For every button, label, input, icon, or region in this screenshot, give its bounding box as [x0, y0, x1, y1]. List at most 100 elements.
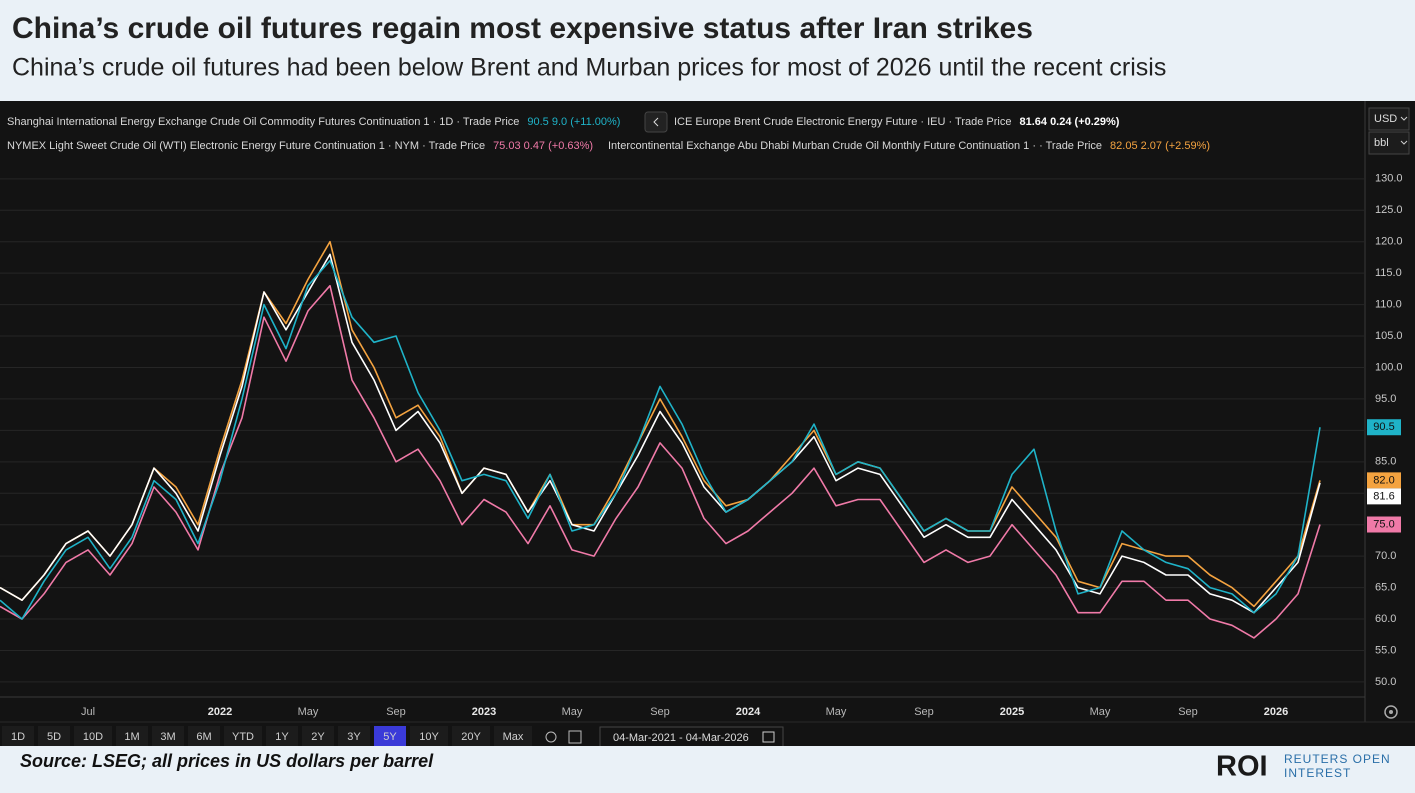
legend-name: NYMEX Light Sweet Crude Oil (WTI) Electr… [7, 140, 485, 152]
range-button [452, 726, 490, 746]
legend-value: 75.03 0.47 (+0.63%) [493, 140, 593, 152]
range-button [152, 726, 184, 746]
y-tick-label: 50.0 [1375, 676, 1396, 688]
price-tag [1367, 488, 1401, 505]
y-tick-label: 100.0 [1375, 361, 1403, 373]
x-tick-label: Jul [81, 706, 95, 718]
x-tick-label: 2022 [208, 706, 232, 718]
legend-name: Intercontinental Exchange Abu Dhabi Murb… [608, 140, 1102, 152]
legend-collapse[interactable] [644, 111, 668, 133]
price-tag-label: 81.6 [1373, 490, 1394, 502]
title: China’s crude oil futures regain most ex… [12, 12, 1033, 45]
y-tick-label: 105.0 [1375, 330, 1403, 342]
y-tick-label: 120.0 [1375, 236, 1403, 248]
range-button-label[interactable]: 1M [124, 731, 139, 743]
series-line [0, 284, 1321, 639]
source: Source: LSEG; all prices in US dollars p… [20, 751, 434, 771]
price-tag-label: 75.0 [1373, 518, 1394, 530]
x-tick-label: 2026 [1264, 706, 1288, 718]
range-button [116, 726, 148, 746]
y-tick-label: 60.0 [1375, 613, 1396, 625]
y-tick-label: 55.0 [1375, 644, 1396, 656]
date-range: 04-Mar-2021 - 04-Mar-2026 [613, 732, 749, 744]
range-button-label[interactable]: 2Y [311, 731, 325, 743]
x-tick-label: May [562, 706, 583, 718]
settings-icon-dot [1389, 710, 1393, 714]
y-tick-label: 85.0 [1375, 456, 1396, 468]
range-button-active [374, 726, 406, 746]
x-tick-label: 2023 [472, 706, 496, 718]
range-button [302, 726, 334, 746]
x-tick-label: May [826, 706, 847, 718]
legend-entry: Intercontinental Exchange Abu Dhabi Murb… [608, 140, 1210, 152]
dropdown-arrow [1400, 116, 1408, 121]
x-tick-label: Sep [1178, 706, 1198, 718]
gear-icon[interactable] [545, 731, 557, 743]
range-button-label[interactable]: 5Y [383, 731, 397, 743]
chevron-icon [653, 117, 659, 127]
y-tick-label: 65.0 [1375, 581, 1396, 593]
range-button [2, 726, 34, 746]
y-tick-label: 110.0 [1375, 299, 1402, 311]
price-tag [1367, 472, 1401, 489]
range-button-label[interactable]: 3M [160, 731, 175, 743]
range-button-label[interactable]: 3Y [347, 731, 361, 743]
table-icon[interactable] [568, 730, 582, 744]
price-tag-label: 90.5 [1373, 421, 1394, 433]
y-tick-label: 130.0 [1375, 173, 1403, 185]
range-button-label[interactable]: 1D [11, 731, 25, 743]
series-line [0, 259, 1321, 620]
series-line [0, 253, 1321, 614]
range-button-label[interactable]: 10Y [419, 731, 439, 743]
range-button [338, 726, 370, 746]
x-tick-label: 2025 [1000, 706, 1024, 718]
legend-value: 82.05 2.07 (+2.59%) [1110, 140, 1210, 152]
range-button-label[interactable]: 6M [196, 731, 211, 743]
dropdown-arrow [1400, 140, 1408, 145]
subtitle: China’s crude oil futures had been below… [12, 54, 1166, 82]
price-tag [1367, 516, 1401, 533]
chart-bg [0, 101, 1415, 746]
x-tick-label: Sep [914, 706, 934, 718]
unit-select[interactable] [1368, 131, 1410, 155]
range-button [188, 726, 220, 746]
currency: USD [1374, 113, 1397, 125]
header-bg [0, 0, 1415, 101]
x-tick-label: 2024 [736, 706, 761, 718]
footer-bg [0, 746, 1415, 793]
y-tick-label: 125.0 [1375, 204, 1403, 216]
legend-name: ICE Europe Brent Crude Electronic Energy… [674, 116, 1011, 128]
legend-entry: Shanghai International Energy Exchange C… [7, 116, 620, 128]
legend-entry: NYMEX Light Sweet Crude Oil (WTI) Electr… [7, 140, 593, 152]
settings-icon[interactable] [1384, 705, 1398, 719]
range-button-label[interactable]: YTD [232, 731, 254, 743]
currency-select[interactable] [1368, 107, 1410, 131]
range-button [494, 726, 532, 746]
logo-text: INTEREST [1284, 766, 1351, 780]
range-button-label[interactable]: 1Y [275, 731, 289, 743]
range-button [410, 726, 448, 746]
range-button-label[interactable]: Max [503, 731, 524, 743]
range-button-label[interactable]: 20Y [461, 731, 481, 743]
plot [0, 240, 1321, 639]
y-tick-label: 115.0 [1375, 267, 1402, 279]
calendar-icon[interactable] [762, 731, 775, 743]
x-tick-label: Sep [650, 706, 670, 718]
x-tick-label: May [298, 706, 319, 718]
range-button-label[interactable]: 10D [83, 731, 103, 743]
range-button-label[interactable]: 5D [47, 731, 61, 743]
legend-value: 90.5 9.0 (+11.00%) [527, 116, 620, 128]
price-tag [1367, 419, 1401, 436]
logo-text: REUTERS OPEN [1284, 752, 1391, 766]
x-tick-label: May [1090, 706, 1111, 718]
logo-mark: ROI [1216, 751, 1268, 783]
legend-entry: ICE Europe Brent Crude Electronic Energy… [674, 116, 1120, 128]
range-button [38, 726, 70, 746]
x-tick-label: Sep [386, 706, 406, 718]
price-tag-label: 82.0 [1373, 474, 1394, 486]
legend-name: Shanghai International Energy Exchange C… [7, 116, 519, 128]
range-button [224, 726, 262, 746]
legend-value: 81.64 0.24 (+0.29%) [1019, 116, 1119, 128]
